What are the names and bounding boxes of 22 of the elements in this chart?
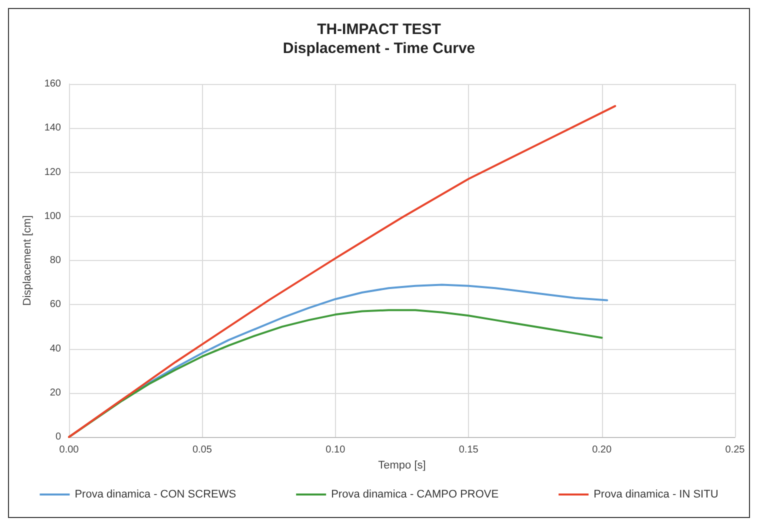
legend-label: Prova dinamica - CON SCREWS (74, 488, 236, 500)
y-tick-label: 160 (44, 78, 62, 90)
x-tick-label: 0.20 (592, 444, 612, 456)
x-tick-label: 0.00 (59, 444, 80, 456)
chart-title: TH-IMPACT TEST Displacement - Time Curve (282, 21, 476, 57)
x-tick-label: 0.05 (192, 444, 212, 456)
y-axis-title: Displacement [cm] (22, 215, 34, 306)
legend-label: Prova dinamica - IN SITU (594, 488, 718, 500)
y-tick-label: 120 (44, 166, 62, 178)
y-tick-label: 20 (50, 387, 62, 398)
x-tick-label: 0.25 (725, 444, 746, 456)
y-tick-label: 140 (44, 122, 62, 134)
y-tick-label: 60 (50, 299, 62, 310)
line-series (68, 105, 616, 438)
y-tick-label: 40 (50, 343, 62, 354)
x-tick-label: 0.10 (326, 444, 346, 456)
x-axis-title: Tempo [s] (378, 459, 426, 472)
y-tick-label: 0 (55, 432, 62, 442)
x-tick-label: 0.15 (458, 444, 479, 456)
legend-label: Prova dinamica - CAMPO PROVE (331, 488, 499, 500)
y-tick-label: 100 (44, 210, 62, 222)
y-tick-label: 80 (50, 255, 62, 266)
